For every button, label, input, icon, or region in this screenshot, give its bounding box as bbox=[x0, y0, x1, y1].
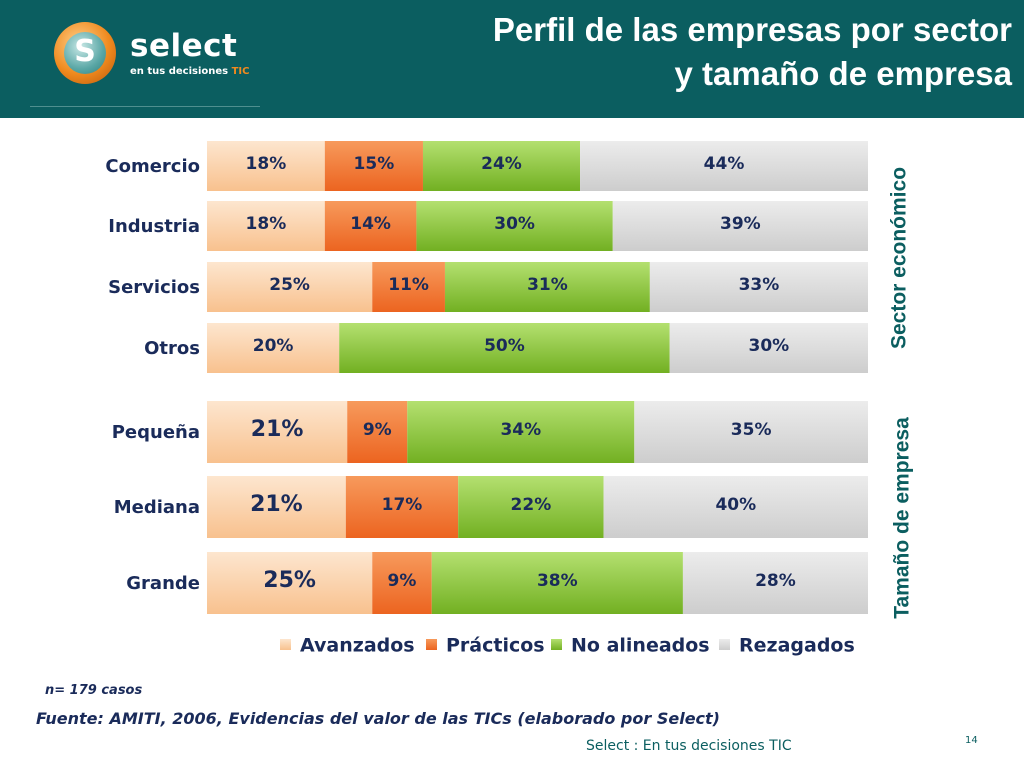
brand-tagline-text: en tus decisiones bbox=[130, 66, 229, 77]
legend-label-rezagados: Rezagados bbox=[739, 635, 855, 657]
bar-comercio-practicos bbox=[324, 141, 423, 191]
bar-mediana-no-alineados bbox=[458, 476, 604, 538]
stacked-bar-chart: 18% 15% 24% 44% 18% 14% 30% 39% 25% 11% 31% 33% 20% 5… bbox=[105, 141, 914, 657]
bar-otros-avanzados bbox=[207, 323, 340, 373]
category-labels: Comercio Industria Servicios Otros Pequeña Me… bbox=[105, 156, 200, 594]
data-label-otros-no-alineados: 50% bbox=[484, 336, 525, 356]
bar-grande-avanzados bbox=[207, 552, 373, 614]
legend-swatch-rezagados bbox=[719, 639, 730, 650]
bars-layer: 18% 15% 24% 44% 18% 14% 30% 39% 25% 11% 31% 33% 20% 5… bbox=[207, 141, 868, 614]
data-label-industria-rezagados: 39% bbox=[720, 214, 761, 234]
bar-comercio-rezagados bbox=[580, 141, 868, 191]
bar-servicios-practicos bbox=[372, 262, 445, 312]
bar-mediana-avanzados bbox=[207, 476, 346, 538]
legend-swatch-no-alineados bbox=[551, 639, 562, 650]
data-label-pequena-practicos: 9% bbox=[363, 420, 392, 440]
category-label-pequena: Pequeña bbox=[112, 422, 200, 443]
group-axis-titles: Sector económico Tamaño de empresa bbox=[888, 167, 914, 619]
data-label-industria-avanzados: 18% bbox=[246, 214, 287, 234]
bar-industria-rezagados bbox=[612, 201, 868, 251]
data-label-comercio-no-alineados: 24% bbox=[481, 154, 522, 174]
category-label-grande: Grande bbox=[126, 573, 200, 594]
data-label-mediana-practicos: 17% bbox=[382, 495, 423, 515]
brand-divider bbox=[30, 106, 260, 107]
bar-comercio-no-alineados bbox=[422, 141, 581, 191]
bar-grande-no-alineados bbox=[431, 552, 683, 614]
category-label-mediana: Mediana bbox=[114, 497, 200, 518]
bar-servicios-rezagados bbox=[649, 262, 868, 312]
bar-pequena-practicos bbox=[347, 401, 408, 463]
bar-servicios-avanzados bbox=[207, 262, 373, 312]
data-label-mediana-avanzados: 21% bbox=[250, 492, 303, 517]
data-label-mediana-rezagados: 40% bbox=[715, 495, 756, 515]
data-label-grande-rezagados: 28% bbox=[755, 571, 796, 591]
bar-mediana-practicos bbox=[345, 476, 459, 538]
data-label-otros-avanzados: 20% bbox=[253, 336, 294, 356]
category-label-comercio: Comercio bbox=[105, 156, 200, 177]
data-label-comercio-avanzados: 18% bbox=[246, 154, 287, 174]
brand-tagline-accent: TIC bbox=[231, 66, 250, 77]
page-title: Perfil de las empresas por sector y tama… bbox=[392, 8, 1012, 96]
source-note: Fuente: AMITI, 2006, Evidencias del valo… bbox=[36, 709, 720, 728]
legend-swatch-practicos bbox=[426, 639, 437, 650]
data-label-grande-avanzados: 25% bbox=[263, 568, 316, 593]
bar-grande-practicos bbox=[372, 552, 432, 614]
group-title-sector-economico: Sector económico bbox=[888, 167, 911, 349]
bar-pequena-rezagados bbox=[634, 401, 868, 463]
legend-label-avanzados: Avanzados bbox=[300, 635, 415, 657]
data-label-industria-no-alineados: 30% bbox=[494, 214, 535, 234]
legend-label-practicos: Prácticos bbox=[446, 635, 545, 657]
category-label-servicios: Servicios bbox=[108, 277, 200, 298]
sample-size-note: n= 179 casos bbox=[45, 683, 143, 698]
page-number: 14 bbox=[965, 735, 978, 746]
group-title-tamano-de-empresa: Tamaño de empresa bbox=[891, 417, 914, 619]
page-title-line2: y tamaño de empresa bbox=[674, 55, 1012, 92]
category-label-otros: Otros bbox=[144, 338, 200, 359]
bar-industria-practicos bbox=[324, 201, 417, 251]
bar-mediana-rezagados bbox=[603, 476, 868, 538]
data-label-otros-rezagados: 30% bbox=[748, 336, 789, 356]
data-label-servicios-rezagados: 33% bbox=[739, 275, 780, 295]
bar-industria-no-alineados bbox=[416, 201, 613, 251]
legend-label-no-alineados: No alineados bbox=[571, 635, 710, 657]
bar-grande-rezagados bbox=[682, 552, 868, 614]
brand-tagline: en tus decisiones TIC bbox=[130, 66, 250, 77]
legend: Avanzados Prácticos No alineados Rezagados bbox=[280, 635, 855, 657]
page-title-line1: Perfil de las empresas por sector bbox=[492, 11, 1012, 48]
bar-industria-avanzados bbox=[207, 201, 325, 251]
bar-comercio-avanzados bbox=[207, 141, 325, 191]
data-label-comercio-practicos: 15% bbox=[354, 154, 395, 174]
bar-pequena-no-alineados bbox=[407, 401, 635, 463]
header-banner: S select en tus decisiones TIC Perfil de… bbox=[0, 0, 1024, 118]
data-label-pequena-no-alineados: 34% bbox=[500, 420, 541, 440]
category-label-industria: Industria bbox=[108, 216, 200, 237]
logo-letter: S bbox=[74, 34, 96, 69]
brand-name: select bbox=[130, 28, 238, 64]
legend-swatch-avanzados bbox=[280, 639, 291, 650]
data-label-servicios-avanzados: 25% bbox=[269, 275, 310, 295]
bar-servicios-no-alineados bbox=[444, 262, 650, 312]
select-logo-icon: S bbox=[54, 22, 116, 84]
data-label-servicios-no-alineados: 31% bbox=[527, 275, 568, 295]
bar-pequena-avanzados bbox=[207, 401, 348, 463]
data-label-servicios-practicos: 11% bbox=[388, 275, 429, 295]
bar-otros-rezagados bbox=[669, 323, 868, 373]
data-label-pequena-rezagados: 35% bbox=[731, 420, 772, 440]
footer-text: Select : En tus decisiones TIC bbox=[586, 738, 792, 754]
data-label-grande-no-alineados: 38% bbox=[537, 571, 578, 591]
bar-otros-no-alineados bbox=[339, 323, 670, 373]
data-label-mediana-no-alineados: 22% bbox=[511, 495, 552, 515]
data-label-grande-practicos: 9% bbox=[388, 571, 417, 591]
data-label-pequena-avanzados: 21% bbox=[251, 417, 304, 442]
data-label-comercio-rezagados: 44% bbox=[704, 154, 745, 174]
data-label-industria-practicos: 14% bbox=[350, 214, 391, 234]
